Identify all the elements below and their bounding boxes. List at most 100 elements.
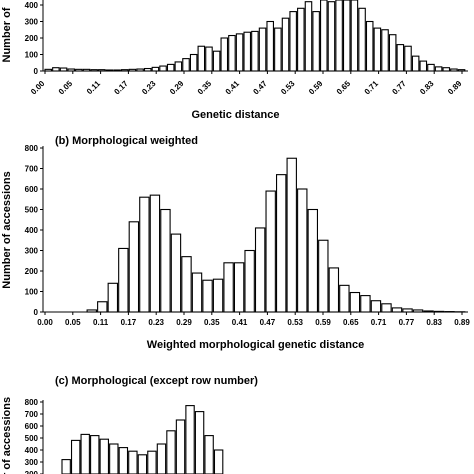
histogram-bar <box>160 208 171 313</box>
histogram-bar <box>320 0 328 72</box>
y-tick-label: 800 <box>25 398 39 407</box>
histogram-bar <box>307 208 318 313</box>
histogram-bar <box>433 310 445 313</box>
histogram-bar <box>61 459 71 474</box>
histogram-bar <box>44 68 53 72</box>
histogram-bar <box>381 29 389 72</box>
histogram-bar <box>191 272 203 313</box>
histogram-bar <box>228 34 236 72</box>
histogram-bar <box>185 405 195 474</box>
x-tick-label: 0.77 <box>390 79 408 97</box>
x-tick-label: 0.35 <box>196 79 214 97</box>
x-tick-label: 0.83 <box>426 318 442 327</box>
histogram-bar <box>304 1 313 72</box>
histogram-bar <box>175 419 186 474</box>
x-tick-label: 0.65 <box>335 79 353 97</box>
histogram-bar <box>457 69 466 72</box>
x-tick-label: 0.71 <box>363 79 381 97</box>
histogram-bar <box>181 256 192 313</box>
x-tick-label: 0.23 <box>148 318 164 327</box>
histogram-bar <box>450 68 458 72</box>
y-tick-label: 600 <box>25 185 39 194</box>
histogram-bar <box>205 46 213 72</box>
y-tick-label: 700 <box>25 410 39 419</box>
histogram-bar <box>251 30 259 72</box>
histogram-bar <box>350 0 359 72</box>
histogram-bar <box>82 68 91 72</box>
panel-a-genetic-distance: 0 100 200 300 400 0.00 0.05 0.11 0.17 0.23 0.29 0.3… <box>1 0 468 121</box>
y-tick-label: 300 <box>25 18 39 27</box>
histogram-bar <box>75 68 83 72</box>
x-tick-label: 0.89 <box>454 318 470 327</box>
histogram-bar <box>97 301 108 313</box>
histogram-bar <box>120 69 129 72</box>
x-tick-label: 0.59 <box>315 318 331 327</box>
y-tick-label: 0 <box>34 308 39 317</box>
histogram-bar <box>434 66 443 72</box>
histogram-bar <box>204 435 214 474</box>
y-tick-label: 200 <box>25 267 39 276</box>
histogram-bar <box>349 291 361 313</box>
histogram-bar <box>52 67 60 72</box>
histogram-bar <box>342 0 351 72</box>
histogram-bar <box>388 34 397 72</box>
x-tick-label: 0.47 <box>251 79 269 97</box>
histogram-bar <box>174 61 183 72</box>
x-tick-label: 0.11 <box>85 79 102 96</box>
panel-b-morphological-weighted: (b) Morphological weighted 0 100 200 300 400 5… <box>1 135 470 351</box>
x-tick-label: 0.17 <box>121 318 137 327</box>
histogram-bar <box>109 443 119 474</box>
y-axis-label: er of accessions <box>1 397 13 474</box>
x-axis-label: Genetic distance <box>191 109 279 121</box>
histogram-bar <box>118 447 129 474</box>
histogram-bar <box>105 69 114 72</box>
y-tick-label: 100 <box>25 288 39 297</box>
histogram-bar <box>212 278 224 313</box>
histogram-bar <box>128 221 140 313</box>
x-tick-label: 0.23 <box>140 79 158 97</box>
histogram-bar <box>118 247 129 313</box>
histogram-bar <box>423 310 434 313</box>
histogram-bar <box>139 196 150 313</box>
histogram-bar <box>258 27 267 72</box>
histogram-bar <box>335 0 343 72</box>
histogram-bar <box>235 33 244 72</box>
histogram-bar <box>297 188 308 313</box>
histogram-bar <box>143 67 152 72</box>
x-tick-label: 0.77 <box>399 318 415 327</box>
histogram-bar <box>90 435 100 474</box>
histogram-bar <box>274 27 282 72</box>
histogram-bar <box>360 295 371 313</box>
x-tick-label: 0.17 <box>112 79 130 97</box>
histogram-bar <box>156 443 167 474</box>
histogram-bar <box>281 17 290 72</box>
histogram-bar <box>166 63 175 72</box>
y-tick-label: 500 <box>25 434 39 443</box>
histogram-bar <box>254 227 266 313</box>
y-tick-label: 400 <box>25 446 39 455</box>
histogram-bar <box>391 307 403 313</box>
x-tick-label: 0.05 <box>65 318 81 327</box>
x-tick-label: 0.41 <box>232 318 248 327</box>
histogram-bar <box>136 68 144 72</box>
histogram-bar <box>149 194 161 313</box>
x-tick-label: 0.71 <box>371 318 387 327</box>
x-tick-label: 0.29 <box>168 79 186 97</box>
x-tick-label: 0.11 <box>93 318 109 327</box>
histogram-bar <box>159 65 167 72</box>
histogram-bar <box>166 430 176 474</box>
y-tick-label: 100 <box>25 51 39 60</box>
y-tick-label: 400 <box>25 1 39 10</box>
histogram-bar <box>233 262 245 313</box>
histogram-bar <box>404 45 412 72</box>
x-tick-label: 0.83 <box>418 79 436 97</box>
histogram-bar <box>213 449 224 474</box>
panel-c-morphological-except-row-number: (c) Morphological (except row number) 200… <box>1 375 258 474</box>
histogram-bar <box>427 63 435 72</box>
histogram-bar <box>151 66 160 72</box>
histogram-bar <box>328 267 340 313</box>
x-tick-label: 0.53 <box>287 318 303 327</box>
histogram-bar <box>80 433 90 474</box>
y-axis-label: Number of <box>1 7 13 62</box>
y-tick-label: 200 <box>25 34 39 43</box>
